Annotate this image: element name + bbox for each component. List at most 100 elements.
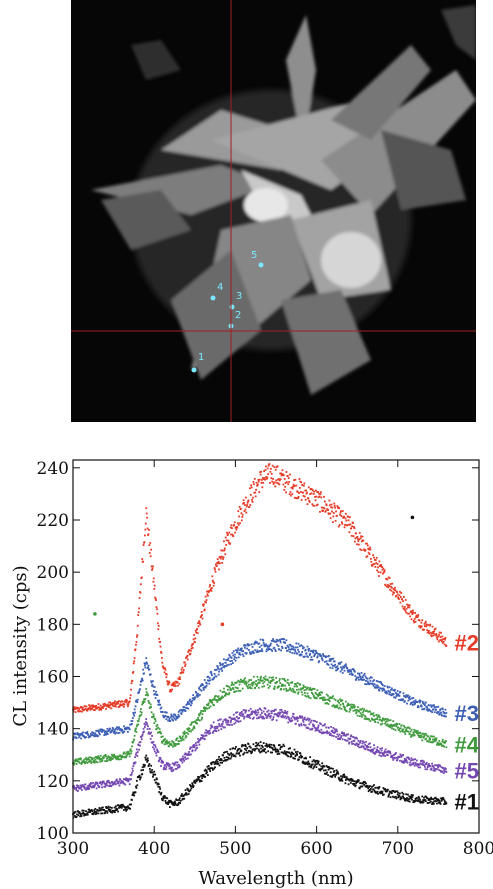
data-point bbox=[253, 643, 256, 645]
data-point bbox=[149, 737, 152, 740]
data-point bbox=[293, 691, 295, 693]
data-point bbox=[444, 708, 447, 711]
data-point bbox=[146, 516, 149, 519]
data-point bbox=[147, 694, 149, 697]
data-point bbox=[302, 761, 305, 764]
data-point bbox=[217, 695, 220, 698]
data-point bbox=[153, 588, 156, 590]
data-point bbox=[293, 748, 296, 751]
data-point bbox=[246, 501, 249, 504]
data-point bbox=[219, 761, 222, 764]
data-point bbox=[323, 723, 326, 726]
data-point bbox=[337, 699, 340, 702]
data-point bbox=[291, 715, 294, 718]
data-point bbox=[440, 800, 443, 802]
data-point bbox=[303, 482, 306, 485]
data-point bbox=[103, 754, 106, 757]
data-point bbox=[429, 798, 432, 801]
data-point bbox=[350, 672, 353, 675]
data-point bbox=[132, 711, 135, 714]
data-point bbox=[282, 743, 285, 746]
data-point bbox=[405, 694, 408, 697]
data-point bbox=[145, 661, 148, 664]
data-point bbox=[307, 686, 309, 689]
data-point bbox=[208, 682, 211, 685]
data-point bbox=[214, 761, 217, 764]
data-point bbox=[248, 651, 251, 654]
data-point bbox=[239, 720, 242, 723]
data-point bbox=[254, 495, 257, 498]
data-point bbox=[212, 581, 215, 583]
data-point bbox=[282, 715, 285, 718]
data-point bbox=[156, 608, 158, 611]
data-point bbox=[332, 512, 335, 514]
data-point bbox=[271, 650, 274, 652]
data-point bbox=[253, 681, 256, 684]
data-point bbox=[292, 648, 295, 651]
data-point bbox=[88, 707, 91, 710]
data-point bbox=[189, 784, 191, 786]
data-point bbox=[341, 522, 344, 525]
data-point bbox=[86, 812, 89, 815]
data-point bbox=[140, 711, 143, 714]
data-point bbox=[223, 726, 226, 729]
data-point bbox=[208, 732, 211, 735]
data-point bbox=[148, 764, 150, 767]
data-point bbox=[136, 624, 139, 627]
data-point bbox=[295, 684, 298, 687]
y-tick-label: 220 bbox=[37, 511, 69, 531]
data-point bbox=[269, 481, 271, 484]
data-point bbox=[219, 663, 222, 666]
data-point bbox=[133, 660, 136, 663]
data-point bbox=[236, 522, 239, 525]
data-point bbox=[287, 682, 290, 685]
data-point bbox=[244, 711, 247, 714]
data-point bbox=[168, 765, 170, 768]
data-point bbox=[377, 566, 379, 569]
data-point bbox=[247, 680, 250, 683]
data-point bbox=[205, 599, 208, 601]
data-point bbox=[317, 491, 320, 493]
data-point bbox=[406, 695, 409, 698]
data-point bbox=[315, 651, 318, 654]
data-point bbox=[261, 650, 264, 653]
data-point bbox=[186, 654, 189, 657]
data-point bbox=[229, 716, 232, 719]
data-point bbox=[260, 709, 263, 712]
data-point bbox=[408, 795, 411, 798]
data-point bbox=[280, 638, 283, 640]
data-point bbox=[373, 683, 376, 686]
data-point bbox=[206, 703, 209, 706]
data-point bbox=[279, 748, 282, 751]
data-point bbox=[170, 768, 173, 771]
data-point bbox=[389, 691, 391, 694]
data-point bbox=[360, 708, 362, 711]
data-point bbox=[409, 730, 412, 733]
data-point bbox=[374, 559, 377, 561]
data-point bbox=[355, 532, 358, 535]
data-point bbox=[297, 691, 300, 694]
data-point bbox=[292, 753, 295, 755]
data-point bbox=[126, 777, 128, 780]
data-point bbox=[420, 625, 423, 628]
data-point bbox=[165, 739, 168, 742]
data-point bbox=[182, 758, 185, 761]
data-point bbox=[317, 724, 320, 727]
data-point bbox=[95, 811, 98, 813]
data-point bbox=[229, 721, 232, 724]
data-point bbox=[292, 690, 295, 693]
data-point bbox=[373, 747, 376, 750]
data-point bbox=[341, 667, 344, 670]
data-point bbox=[241, 513, 244, 516]
data-point bbox=[432, 802, 435, 805]
data-point bbox=[151, 567, 154, 570]
data-point bbox=[381, 722, 384, 725]
data-point bbox=[243, 510, 246, 513]
data-point bbox=[143, 765, 146, 768]
data-point bbox=[230, 688, 232, 691]
data-point bbox=[405, 793, 408, 796]
data-point bbox=[395, 595, 398, 597]
data-point bbox=[259, 677, 262, 680]
data-point bbox=[198, 622, 201, 625]
data-point bbox=[429, 704, 432, 707]
